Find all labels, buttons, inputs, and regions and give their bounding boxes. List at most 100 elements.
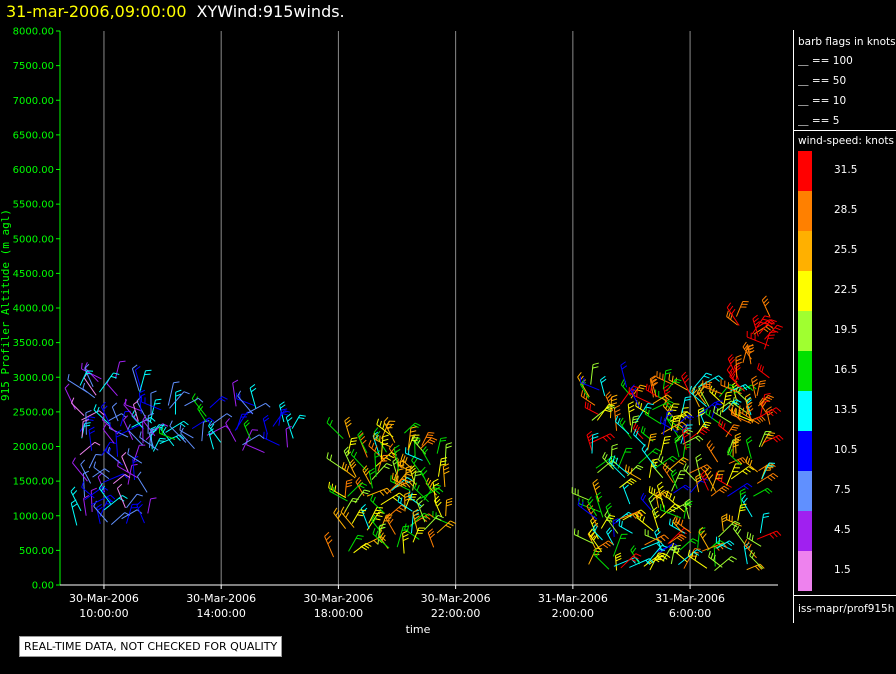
wind-barb	[605, 391, 614, 412]
wind-barb	[100, 401, 112, 427]
wind-barb	[681, 396, 692, 413]
wind-barb	[706, 440, 719, 463]
wind-barb-plot: 0.00 500.00 1000.00 1500.00 2000.00 2500.00 30…	[0, 27, 784, 636]
wind-barb	[580, 390, 596, 406]
wind-barb	[355, 476, 365, 497]
wind-barb	[371, 463, 393, 480]
wind-barb	[393, 444, 401, 472]
wind-barb	[84, 362, 99, 383]
wind-barb	[377, 454, 389, 472]
barb-50-icon: ⸏	[798, 75, 809, 87]
wind-barb	[442, 463, 450, 487]
wind-barb	[110, 512, 131, 526]
legend-divider	[794, 130, 896, 131]
wind-barbs	[64, 295, 784, 571]
wind-barb	[596, 403, 615, 421]
wind-barb	[98, 482, 112, 505]
wind-barb	[366, 487, 392, 497]
wind-barb	[673, 484, 691, 494]
wind-barb	[749, 549, 764, 570]
wind-barb	[285, 413, 294, 439]
wind-barb	[354, 489, 371, 504]
wind-barb	[70, 499, 78, 526]
wind-barb	[380, 492, 405, 506]
wind-barb	[420, 487, 444, 500]
wind-barb	[634, 402, 654, 424]
wind-barb	[326, 417, 344, 440]
wind-barb	[735, 301, 749, 317]
wind-barb	[201, 419, 210, 442]
wind-barb	[347, 437, 358, 456]
wind-barb	[647, 433, 657, 451]
wind-barb	[630, 415, 640, 433]
speed-swatch-label: 28.5	[834, 204, 858, 216]
wind-barb	[710, 470, 725, 492]
wind-barb	[640, 492, 652, 511]
wind-barb	[376, 418, 394, 438]
wind-barb	[698, 375, 724, 388]
wind-barb	[149, 398, 162, 423]
wind-barb	[671, 470, 687, 492]
wind-barb	[590, 362, 599, 385]
wind-barb	[656, 371, 674, 386]
y-tick-label: 4000.00	[13, 304, 54, 315]
wind-barb	[152, 437, 166, 452]
wind-barb	[90, 487, 97, 512]
y-tick-label: 1000.00	[13, 511, 54, 522]
speed-swatch	[798, 191, 812, 231]
wind-barb	[753, 487, 773, 497]
wind-barb	[444, 442, 453, 464]
wind-barb	[385, 512, 396, 535]
wind-barb	[242, 429, 259, 451]
speed-swatch	[798, 351, 812, 391]
wind-barb	[209, 396, 228, 408]
wind-barb	[651, 506, 660, 532]
barb-5-icon: ⸏	[798, 115, 809, 127]
wind-barb	[734, 432, 742, 454]
wind-barb	[615, 552, 622, 571]
wind-barb	[649, 552, 665, 571]
speed-swatch-label: 10.5	[834, 444, 858, 456]
wind-barb	[732, 438, 739, 457]
wind-barb	[757, 394, 774, 407]
y-tick-label: 5000.00	[13, 234, 54, 245]
wind-barb	[243, 419, 251, 439]
wind-barb	[404, 523, 420, 540]
wind-barb	[101, 441, 117, 456]
wind-barb	[407, 426, 417, 451]
wind-barb	[660, 435, 671, 455]
wind-barb	[232, 379, 239, 407]
wind-barb	[679, 538, 699, 551]
wind-barb	[687, 549, 708, 569]
wind-barb	[683, 463, 697, 482]
wind-barb	[588, 528, 603, 553]
wind-barb	[180, 427, 195, 450]
wind-barb	[142, 414, 156, 437]
wind-barb	[766, 406, 774, 425]
wind-barb	[404, 465, 413, 483]
wind-barb	[577, 499, 598, 520]
x-tick-time: 22:00:00	[431, 607, 480, 620]
wind-barb	[139, 369, 152, 393]
wind-barb	[126, 493, 143, 509]
wind-barb	[370, 494, 385, 514]
wind-barb	[718, 419, 733, 437]
chart-datetime: 31-mar-2006,09:00:00	[6, 2, 187, 21]
wind-barb	[681, 371, 691, 395]
flag-row-100: ⸏ == 100	[798, 55, 853, 67]
wind-barb	[169, 420, 187, 443]
wind-barb	[391, 472, 407, 487]
wind-barb	[618, 519, 633, 534]
wind-barb	[101, 413, 119, 435]
wind-barb	[350, 448, 367, 471]
y-tick-label: 500.00	[19, 546, 54, 557]
wind-barb	[165, 420, 189, 433]
wind-barb	[88, 454, 102, 469]
wind-barb	[758, 319, 777, 335]
wind-barb	[158, 427, 176, 440]
wind-barb	[704, 467, 717, 492]
y-tick-label: 1500.00	[13, 477, 54, 488]
speed-swatch	[798, 431, 812, 471]
y-tick-label: 3500.00	[13, 338, 54, 349]
wind-barb	[681, 426, 690, 450]
